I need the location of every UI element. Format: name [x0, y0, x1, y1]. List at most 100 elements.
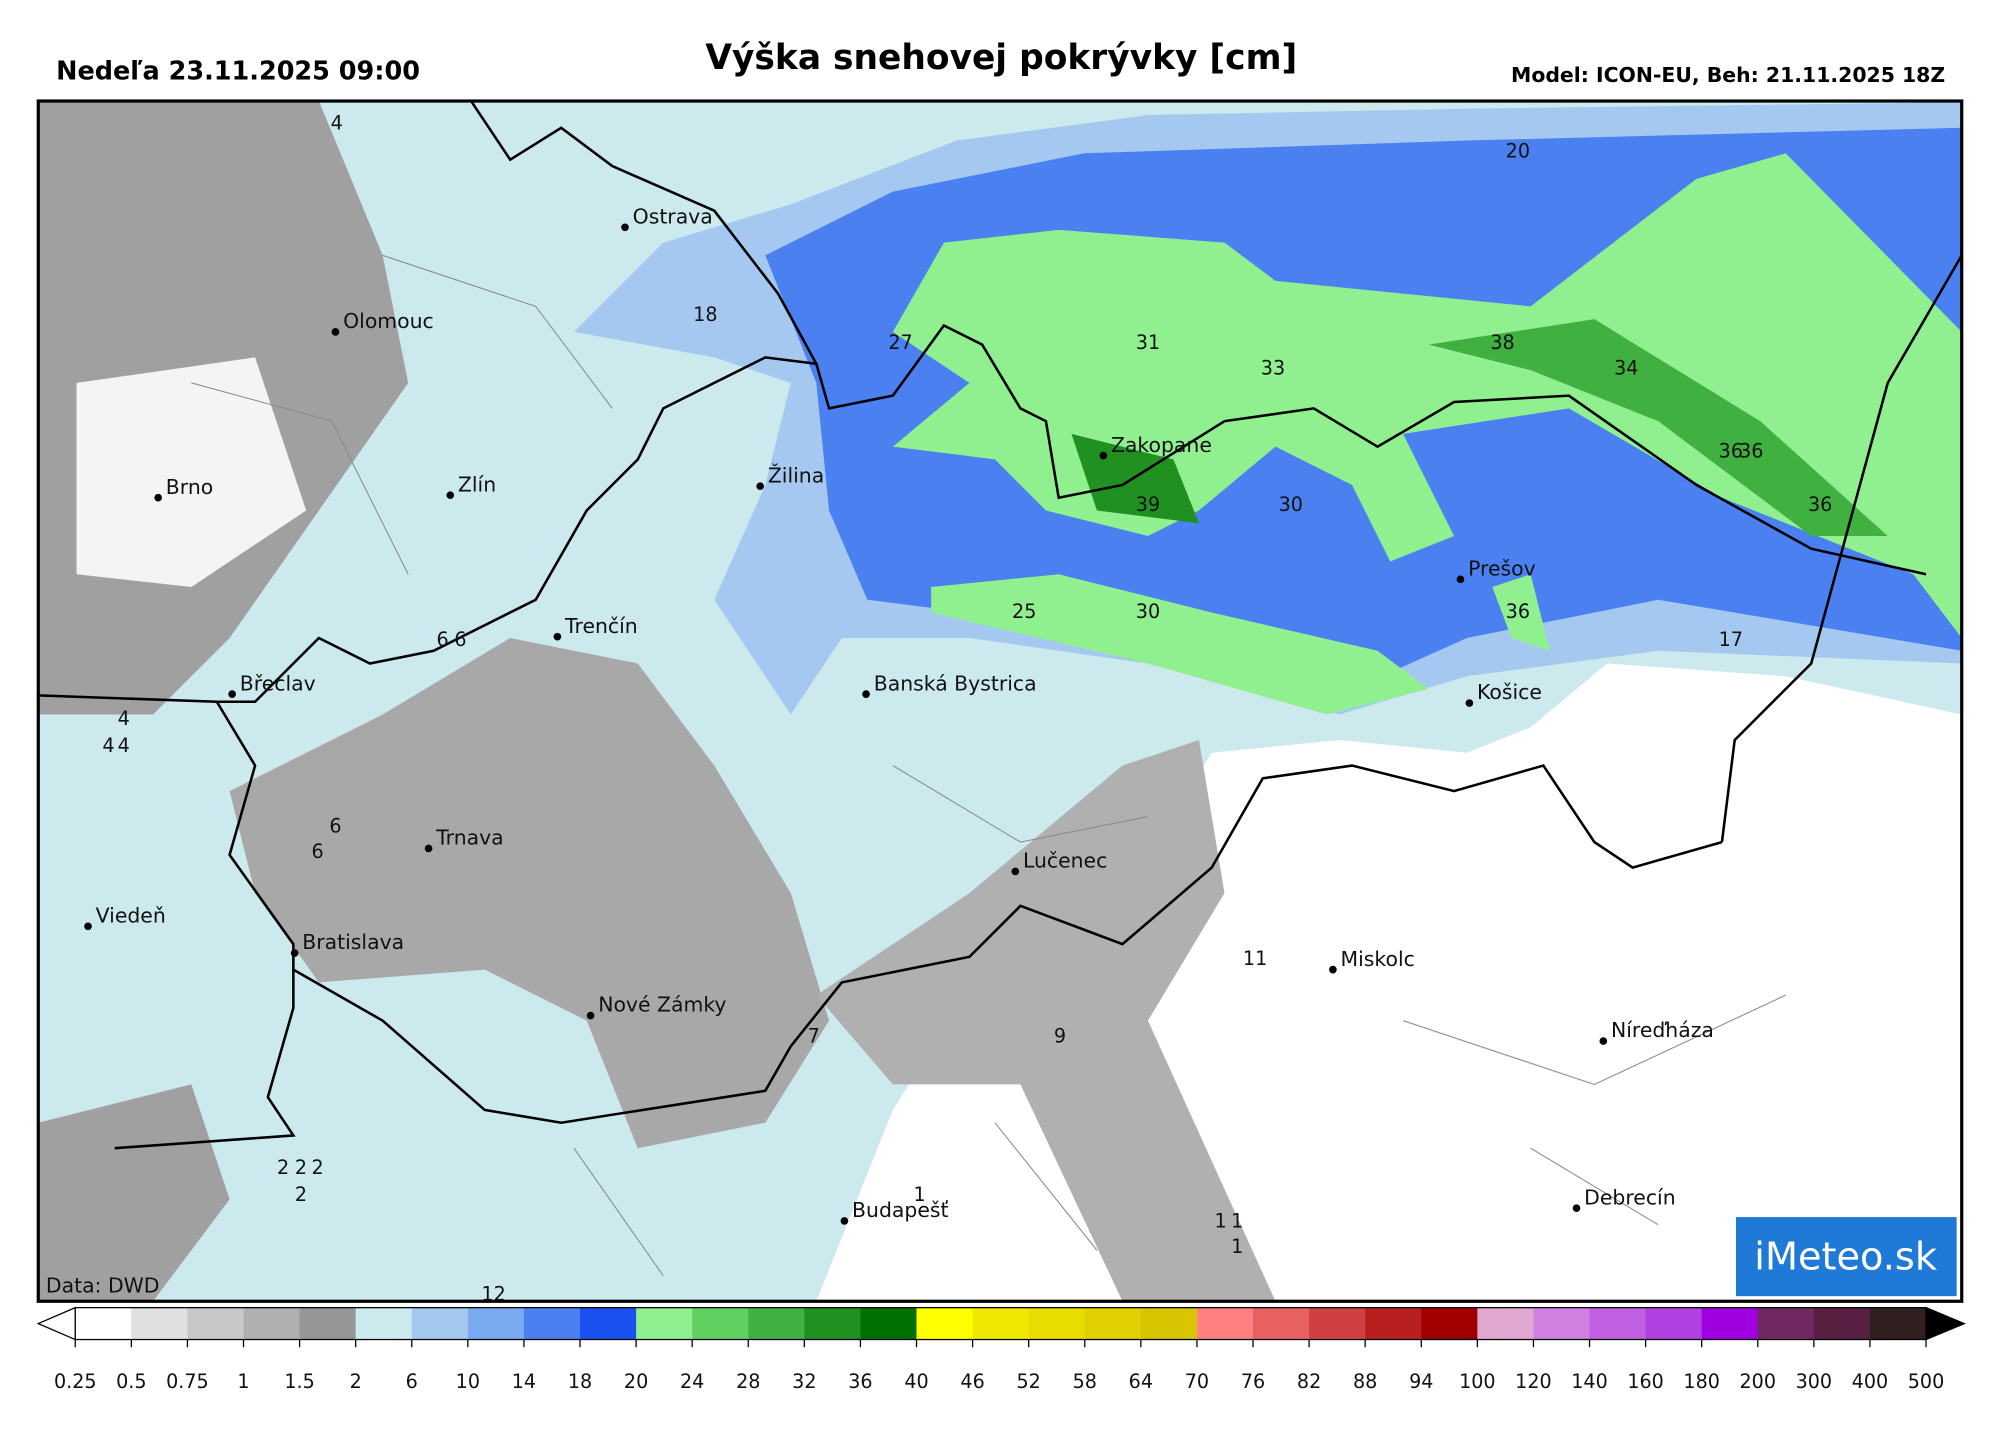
colorbar-label: 36 — [848, 1370, 872, 1393]
city-dot — [1456, 575, 1465, 584]
snow-value: 36 — [1506, 600, 1530, 623]
colorbar-label: 0.25 — [54, 1370, 97, 1393]
colorbar-label: 1.5 — [284, 1370, 314, 1393]
city-label: Břeclav — [240, 671, 316, 695]
colorbar-swatch — [355, 1307, 413, 1340]
city-dot — [840, 1217, 849, 1225]
logo-box — [1735, 1217, 1957, 1297]
city-label: Olomouc — [343, 309, 434, 333]
colorbar-label: 18 — [568, 1370, 592, 1393]
city-label: Brno — [166, 475, 213, 499]
colorbar-label: 400 — [1852, 1370, 1889, 1393]
snow-value: 12 — [481, 1282, 505, 1305]
city-label: Trenčín — [564, 614, 638, 638]
city-dot — [1329, 965, 1337, 974]
city-label: Lučenec — [1023, 849, 1107, 873]
colorbar-label: 24 — [680, 1370, 704, 1393]
colorbar-swatch — [411, 1307, 469, 1340]
snow-value: 1 — [1231, 1235, 1243, 1258]
colorbar-label: 180 — [1683, 1370, 1720, 1393]
colorbar-label: 58 — [1073, 1370, 1097, 1393]
colorbar-label: 10 — [456, 1370, 480, 1393]
city-dot — [862, 690, 870, 698]
city-dot — [84, 922, 92, 931]
colorbar-label: 82 — [1297, 1370, 1321, 1393]
colorbar-label: 46 — [960, 1370, 984, 1393]
city-dot — [1099, 451, 1108, 460]
colorbar-label: 0.75 — [166, 1370, 209, 1393]
colorbar-label: 1 — [237, 1370, 249, 1393]
snow-value: 2 — [277, 1156, 289, 1179]
snow-value: 20 — [1506, 140, 1530, 163]
snow-value: 27 — [888, 331, 912, 354]
snow-value: 25 — [1012, 600, 1036, 623]
colorbar-label: 94 — [1409, 1370, 1433, 1393]
colorbar-label: 140 — [1571, 1370, 1608, 1393]
snow-value: 2 — [312, 1156, 324, 1179]
snow-value: 30 — [1136, 600, 1160, 623]
city-label: Prešov — [1468, 557, 1536, 581]
colorbar-label: 14 — [512, 1370, 536, 1393]
snow-value: 30 — [1279, 493, 1303, 516]
model-info: Model: ICON-EU, Beh: 21.11.2025 18Z — [1511, 63, 1945, 87]
snow-value: 6 — [329, 814, 341, 837]
snow-value: 39 — [1136, 493, 1160, 516]
colorbar-swatch — [1533, 1307, 1591, 1340]
colorbar-label: 70 — [1185, 1370, 1209, 1393]
snow-value: 17 — [1719, 628, 1743, 651]
snow-value: 6 — [454, 628, 466, 651]
colorbar-swatch — [580, 1307, 637, 1340]
snow-value: 36 — [1808, 493, 1832, 516]
colorbar-label: 100 — [1459, 1370, 1496, 1393]
snow-value: 2 — [295, 1156, 307, 1179]
snow-value: 36 — [1739, 439, 1763, 462]
city-dot — [228, 690, 236, 698]
colorbar-label: 300 — [1796, 1370, 1833, 1393]
city-dot — [446, 491, 455, 499]
date: Nedeľa 23.11.2025 09:00 — [56, 56, 420, 86]
map — [38, 101, 1962, 1302]
colorbar-swatch — [1196, 1307, 1254, 1340]
city-dot — [1011, 867, 1020, 876]
snow-value: 6 — [312, 840, 324, 863]
colorbar-swatch — [1589, 1307, 1647, 1340]
city-dot — [586, 1011, 595, 1020]
colorbar-label: 120 — [1515, 1370, 1552, 1393]
colorbar-swatch — [75, 1307, 132, 1340]
city-label: Viedeň — [96, 903, 166, 927]
city-label: Miskolc — [1341, 947, 1415, 971]
colorbar-swatch — [1813, 1307, 1871, 1340]
colorbar-label: 76 — [1241, 1370, 1265, 1393]
colorbar-swatch — [467, 1307, 525, 1340]
city-label: Ostrava — [633, 204, 713, 228]
colorbar-swatch — [860, 1307, 918, 1340]
colorbar-swatch — [131, 1307, 189, 1340]
colorbar-swatch — [299, 1307, 357, 1340]
colorbar-swatch — [692, 1307, 749, 1340]
snow-value: 18 — [693, 303, 717, 326]
snow-value: 1 — [914, 1183, 926, 1206]
colorbar-swatch — [523, 1307, 581, 1340]
snow-value: 4 — [331, 111, 343, 134]
colorbar-swatch — [1701, 1307, 1759, 1340]
city-dot — [331, 328, 340, 336]
snow-value: 9 — [1054, 1025, 1066, 1048]
colorbar-label: 52 — [1017, 1370, 1041, 1393]
colorbar-swatch — [748, 1307, 805, 1340]
snow-value: 7 — [808, 1025, 820, 1048]
colorbar-swatch — [1084, 1307, 1142, 1340]
city-label: Bratislava — [302, 930, 404, 954]
city-dot — [553, 632, 562, 641]
city-label: Nové Zámky — [598, 993, 726, 1017]
city-dot — [1599, 1037, 1608, 1045]
colorbar-label: 2 — [350, 1370, 362, 1393]
colorbar-swatch — [187, 1307, 245, 1340]
colorbar-label: 0.5 — [116, 1370, 146, 1393]
snow-value: 1 — [1231, 1210, 1243, 1233]
colorbar-label: 88 — [1353, 1370, 1377, 1393]
colorbar-label: 64 — [1129, 1370, 1153, 1393]
map-frame — [36, 99, 1964, 1303]
colorbar-swatch — [1309, 1307, 1366, 1340]
city-dot — [424, 844, 433, 853]
